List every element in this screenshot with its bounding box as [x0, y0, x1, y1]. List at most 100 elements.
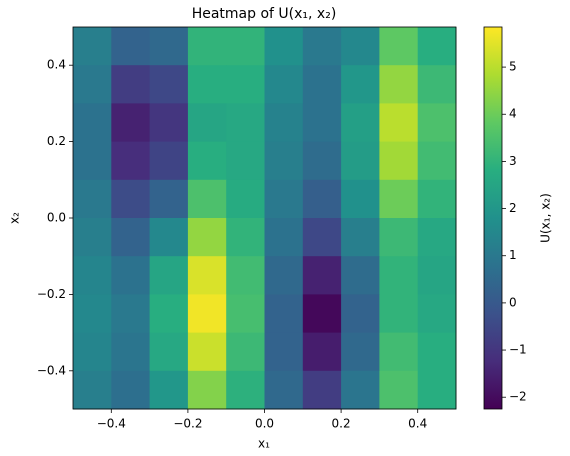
colorbar-tick-label: 4 [509, 107, 517, 121]
heatmap-cell [226, 218, 265, 257]
heatmap-cell [302, 65, 342, 104]
heatmap-cell [302, 179, 342, 219]
heatmap-cell [341, 370, 380, 410]
heatmap-cell [149, 103, 189, 143]
heatmap-cell [149, 179, 189, 219]
heatmap-cell [379, 27, 419, 66]
heatmap-cell [187, 332, 227, 372]
y-tick-label: 0.0 [47, 211, 66, 225]
colorbar-tick-label: 5 [509, 60, 517, 74]
y-tick-label: −0.4 [37, 363, 66, 377]
heatmap-cell [417, 65, 457, 104]
heatmap-cell [302, 294, 342, 334]
heatmap-cell [417, 179, 457, 219]
heatmap-cell [226, 179, 265, 219]
colorbar-tick-label: 1 [509, 248, 517, 262]
colorbar-tick-label: 3 [509, 154, 517, 168]
heatmap-cell [379, 332, 419, 372]
heatmap-cell [73, 103, 112, 143]
heatmap-cell [187, 103, 227, 143]
heatmap-cell [226, 294, 265, 334]
heatmap-cell [341, 294, 380, 334]
heatmap-cell [264, 218, 304, 257]
heatmap-cell [417, 218, 457, 257]
heatmap-cell [187, 179, 227, 219]
heatmap-cell [149, 27, 189, 66]
heatmap-cell [379, 141, 419, 181]
heatmap-cell [302, 256, 342, 295]
heatmap-cell [73, 370, 112, 410]
heatmap-cell [226, 141, 265, 181]
heatmap-cell [341, 218, 380, 257]
colorbar-label: U(x₁, x₂) [539, 193, 553, 243]
heatmap-cell [264, 27, 304, 66]
heatmap-cell [187, 218, 227, 257]
heatmap-cell [417, 27, 457, 66]
heatmap-cell [379, 103, 419, 143]
heatmap-cell [187, 294, 227, 334]
heatmap-cell [73, 27, 112, 66]
heatmap-cell [226, 103, 265, 143]
heatmap-cell [149, 218, 189, 257]
heatmap-cell [264, 65, 304, 104]
heatmap-cell [226, 370, 265, 410]
heatmap-cell [73, 332, 112, 372]
heatmap-cell [341, 179, 380, 219]
y-tick-label: −0.2 [37, 287, 66, 301]
colorbar-tick-label: 0 [509, 295, 517, 309]
heatmap-cell [341, 141, 380, 181]
y-tick-label: 0.2 [47, 134, 66, 148]
heatmap-cell [341, 332, 380, 372]
heatmap-cell [302, 218, 342, 257]
heatmap-cell [73, 65, 112, 104]
heatmap-cell [111, 141, 151, 181]
heatmap-cell [111, 370, 151, 410]
heatmap-cell [341, 103, 380, 143]
heatmap-cell [302, 103, 342, 143]
heatmap-cell [73, 294, 112, 334]
heatmap-cell [226, 65, 265, 104]
heatmap-cell [73, 141, 112, 181]
heatmap-cell [73, 256, 112, 295]
heatmap-cell [302, 370, 342, 410]
heatmap-cell [417, 332, 457, 372]
heatmap-cell [111, 27, 151, 66]
heatmap-cell [187, 370, 227, 410]
heatmap-cell [111, 218, 151, 257]
chart-title: Heatmap of U(x₁, x₂) [192, 6, 337, 22]
heatmap-cell [149, 370, 189, 410]
heatmap-cell [302, 332, 342, 372]
colorbar [483, 26, 503, 410]
heatmap-cell [264, 141, 304, 181]
heatmap-cell [111, 179, 151, 219]
heatmap-cell [264, 294, 304, 334]
heatmap-cell [379, 179, 419, 219]
heatmap-cell [111, 65, 151, 104]
heatmap-cell [226, 27, 265, 66]
x-tick-label: 0.4 [408, 417, 427, 431]
heatmap-cell [379, 370, 419, 410]
x-axis-label: x₁ [258, 437, 270, 451]
heatmap-cell [302, 141, 342, 181]
heatmap-cell [264, 103, 304, 143]
heatmap-cell [149, 141, 189, 181]
heatmap-cell [187, 27, 227, 66]
heatmap-cell [187, 141, 227, 181]
colorbar-tick-label: −1 [509, 343, 527, 357]
heatmap-cell [226, 256, 265, 295]
heatmap-cell [264, 256, 304, 295]
heatmap-cell [417, 294, 457, 334]
heatmap-cell [264, 179, 304, 219]
heatmap-cell [73, 179, 112, 219]
heatmap-cell [341, 27, 380, 66]
y-axis-label: x₂ [8, 212, 22, 224]
heatmap-cell [226, 332, 265, 372]
heatmap-cell [264, 332, 304, 372]
heatmap-cell [341, 65, 380, 104]
y-tick-label: 0.4 [47, 58, 66, 72]
heatmap-cell [149, 256, 189, 295]
heatmap-cell [149, 294, 189, 334]
heatmap-cell [111, 332, 151, 372]
x-tick-label: −0.2 [173, 417, 202, 431]
